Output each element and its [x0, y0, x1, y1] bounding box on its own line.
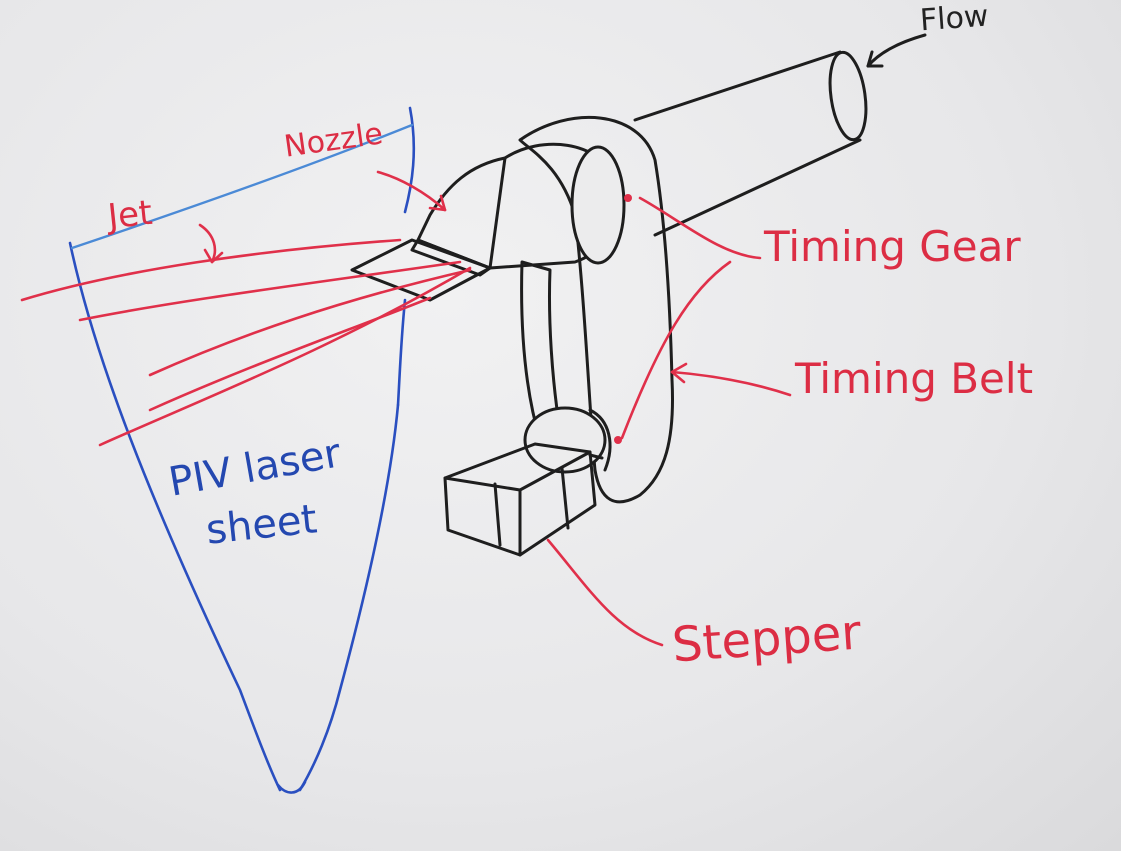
jet-streamlines: [20, 238, 472, 447]
piv-label-line2: sheet: [203, 496, 320, 554]
timing-gear-label: Timing Gear: [764, 222, 1021, 271]
flow-label: Flow: [918, 0, 990, 39]
laser-sheet-outline: [68, 106, 416, 794]
timing-belt-label: Timing Belt: [795, 354, 1034, 403]
stepper-motor: [443, 442, 604, 557]
jet-label: Jet: [106, 192, 155, 238]
stepper-label: Stepper: [670, 604, 863, 674]
nozzle-body: [350, 142, 626, 302]
flow-pipe: [633, 50, 868, 237]
annotation-leaders: [198, 33, 927, 647]
